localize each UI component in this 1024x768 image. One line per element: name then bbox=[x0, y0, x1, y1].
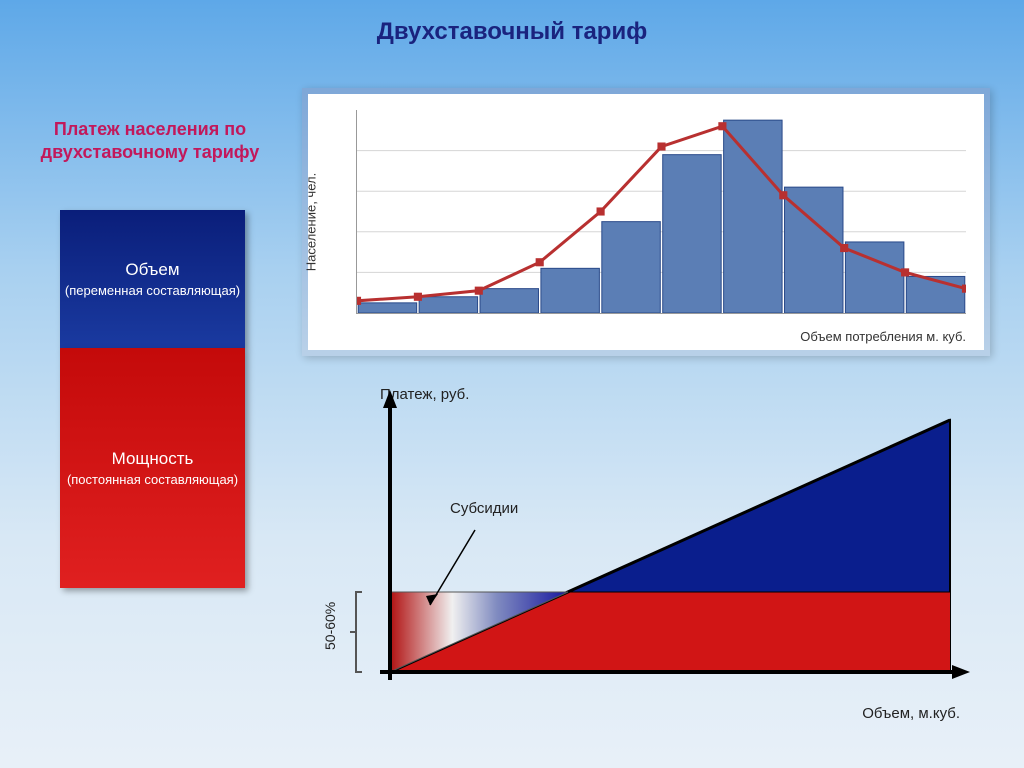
histogram-ylabel: Население, чел. bbox=[304, 173, 319, 271]
block-power-main: Мощность bbox=[112, 449, 194, 469]
sidebar-heading: Платеж населения по двухставочному тариф… bbox=[20, 118, 280, 163]
block-volume: Объем (переменная составляющая) bbox=[60, 210, 245, 348]
histogram-panel: Население, чел. Объем потребления м. куб… bbox=[302, 88, 990, 356]
block-volume-sub: (переменная составляющая) bbox=[65, 283, 240, 298]
block-power: Мощность (постоянная составляющая) bbox=[60, 348, 245, 588]
histogram-svg bbox=[357, 110, 966, 313]
histogram-xlabel: Объем потребления м. куб. bbox=[800, 329, 966, 344]
histogram-plot bbox=[356, 110, 966, 314]
revenue-diagram: Платеж, руб. 50-60% Объем, м.куб. Субсид… bbox=[320, 380, 980, 740]
block-volume-main: Объем bbox=[125, 260, 179, 280]
slide-title: Двухставочный тариф bbox=[0, 18, 1024, 46]
revenue-svg bbox=[320, 380, 980, 740]
block-power-sub: (постоянная составляющая) bbox=[67, 472, 238, 487]
